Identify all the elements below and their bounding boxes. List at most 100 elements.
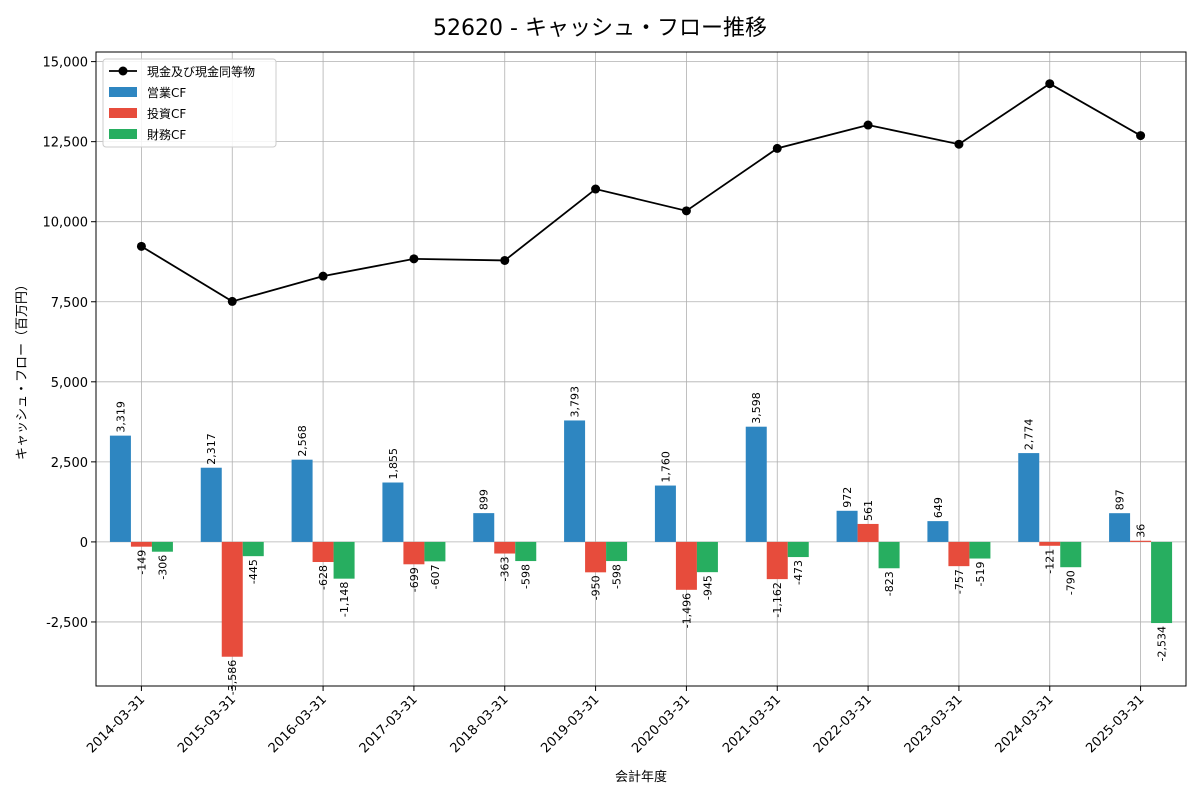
bar-財務CF (151, 541, 173, 552)
data-label: -149 (135, 550, 148, 575)
x-tick-label: 2020-03-31 (629, 692, 693, 756)
data-label: -519 (974, 562, 987, 587)
bar-財務CF (878, 541, 900, 569)
cash-point (954, 139, 964, 149)
data-label: -757 (953, 569, 966, 594)
data-label: -950 (590, 575, 603, 600)
cash-line (140, 82, 1142, 303)
y-axis-label: キャッシュ・フロー（百万円） (15, 278, 30, 460)
x-tick-label: 2025-03-31 (1083, 692, 1147, 756)
data-label: 3,598 (750, 392, 763, 424)
bar-財務CF (606, 541, 628, 562)
data-label: 649 (932, 497, 945, 518)
x-tick-label: 2019-03-31 (538, 692, 602, 756)
data-label-group: 3,319 2,317 2,568 1,855 899 3,793 1,760 3,598 97… (114, 386, 1168, 695)
bar-営業CF (927, 521, 949, 542)
data-label: 1,855 (387, 448, 400, 480)
bar-投資CF (1130, 540, 1152, 542)
axis-group: -2,500 0 2,500 5,000 7,500 10,000 12,500 15,000… (43, 56, 1148, 757)
y-tick-label: 0 (80, 536, 88, 551)
bar-営業CF (1018, 453, 1040, 542)
x-tick-label: 2022-03-31 (811, 692, 875, 756)
data-label: 2,317 (205, 433, 218, 465)
legend-box (102, 58, 277, 148)
data-label: -790 (1065, 570, 1078, 595)
bar-財務CF (242, 541, 264, 557)
bar-財務CF (424, 541, 446, 562)
legend-label: 財務CF (147, 127, 186, 142)
data-label: 2,568 (296, 425, 309, 457)
y-tick-label: 15,000 (43, 56, 89, 71)
cash-point (136, 241, 146, 251)
data-label: -699 (408, 567, 421, 592)
legend-swatch (109, 108, 137, 118)
data-label: 3,319 (114, 401, 127, 433)
bar-投資CF (221, 541, 243, 657)
bar-投資CF (766, 541, 788, 580)
x-tick-label: 2018-03-31 (448, 692, 512, 756)
cash-line-group (136, 79, 1146, 306)
y-tick-label: 12,500 (43, 136, 89, 151)
legend-marker (118, 66, 128, 76)
cash-point (772, 143, 782, 153)
data-label: 561 (862, 500, 875, 521)
data-label: -607 (429, 564, 442, 589)
plot-frame (95, 51, 1187, 687)
data-label: 899 (478, 489, 491, 510)
bar-財務CF (1151, 541, 1173, 624)
cash-point (1136, 131, 1146, 141)
data-label: 897 (1114, 489, 1127, 510)
x-tick-label: 2016-03-31 (266, 692, 330, 756)
legend-swatch (109, 129, 137, 139)
bar-営業CF (109, 435, 131, 542)
bar-財務CF (515, 541, 537, 562)
data-label: -2,534 (1156, 626, 1169, 661)
bar-group (109, 420, 1173, 657)
bar-財務CF (333, 541, 355, 579)
bar-投資CF (130, 541, 152, 547)
bar-投資CF (585, 541, 607, 573)
data-label: -598 (611, 564, 624, 589)
data-label: -1,162 (771, 582, 784, 617)
data-label: -306 (156, 555, 169, 580)
data-label: -1,148 (338, 582, 351, 617)
legend-label: 現金及び現金同等物 (147, 64, 255, 79)
data-label: -945 (701, 575, 714, 600)
bar-営業CF (564, 420, 586, 542)
data-label: 2,774 (1023, 419, 1036, 451)
cash-point (863, 120, 873, 130)
bar-営業CF (382, 482, 404, 542)
bar-営業CF (1109, 513, 1131, 542)
cash-point (591, 184, 601, 194)
data-label: -363 (499, 557, 512, 582)
bar-営業CF (836, 510, 858, 542)
legend-label: 投資CF (147, 106, 186, 121)
cash-point (409, 254, 419, 264)
bar-財務CF (969, 541, 991, 559)
cash-point (1045, 79, 1055, 89)
data-label: -628 (317, 565, 330, 590)
y-tick-label: 10,000 (43, 216, 89, 231)
grid-lines (96, 52, 1186, 686)
bar-営業CF (745, 426, 767, 542)
chart-title: 52620 - キャッシュ・フロー推移 (433, 16, 767, 41)
y-tick-label: 7,500 (51, 296, 88, 311)
cash-point (681, 206, 691, 216)
data-label: -473 (792, 560, 805, 585)
x-tick-label: 2023-03-31 (902, 692, 966, 756)
bar-営業CF (291, 459, 313, 542)
bar-財務CF (787, 541, 809, 558)
data-label: -1,496 (680, 593, 693, 628)
legend-label: 営業CF (147, 86, 186, 100)
bar-投資CF (675, 541, 697, 590)
bar-財務CF (1060, 541, 1082, 568)
x-tick-label: 2014-03-31 (84, 692, 148, 756)
bar-営業CF (473, 513, 495, 542)
data-label: -445 (247, 559, 260, 584)
cash-point (227, 296, 237, 306)
x-tick-label: 2017-03-31 (357, 692, 421, 756)
bar-財務CF (696, 541, 718, 573)
bar-投資CF (857, 523, 879, 542)
bar-営業CF (200, 467, 222, 542)
